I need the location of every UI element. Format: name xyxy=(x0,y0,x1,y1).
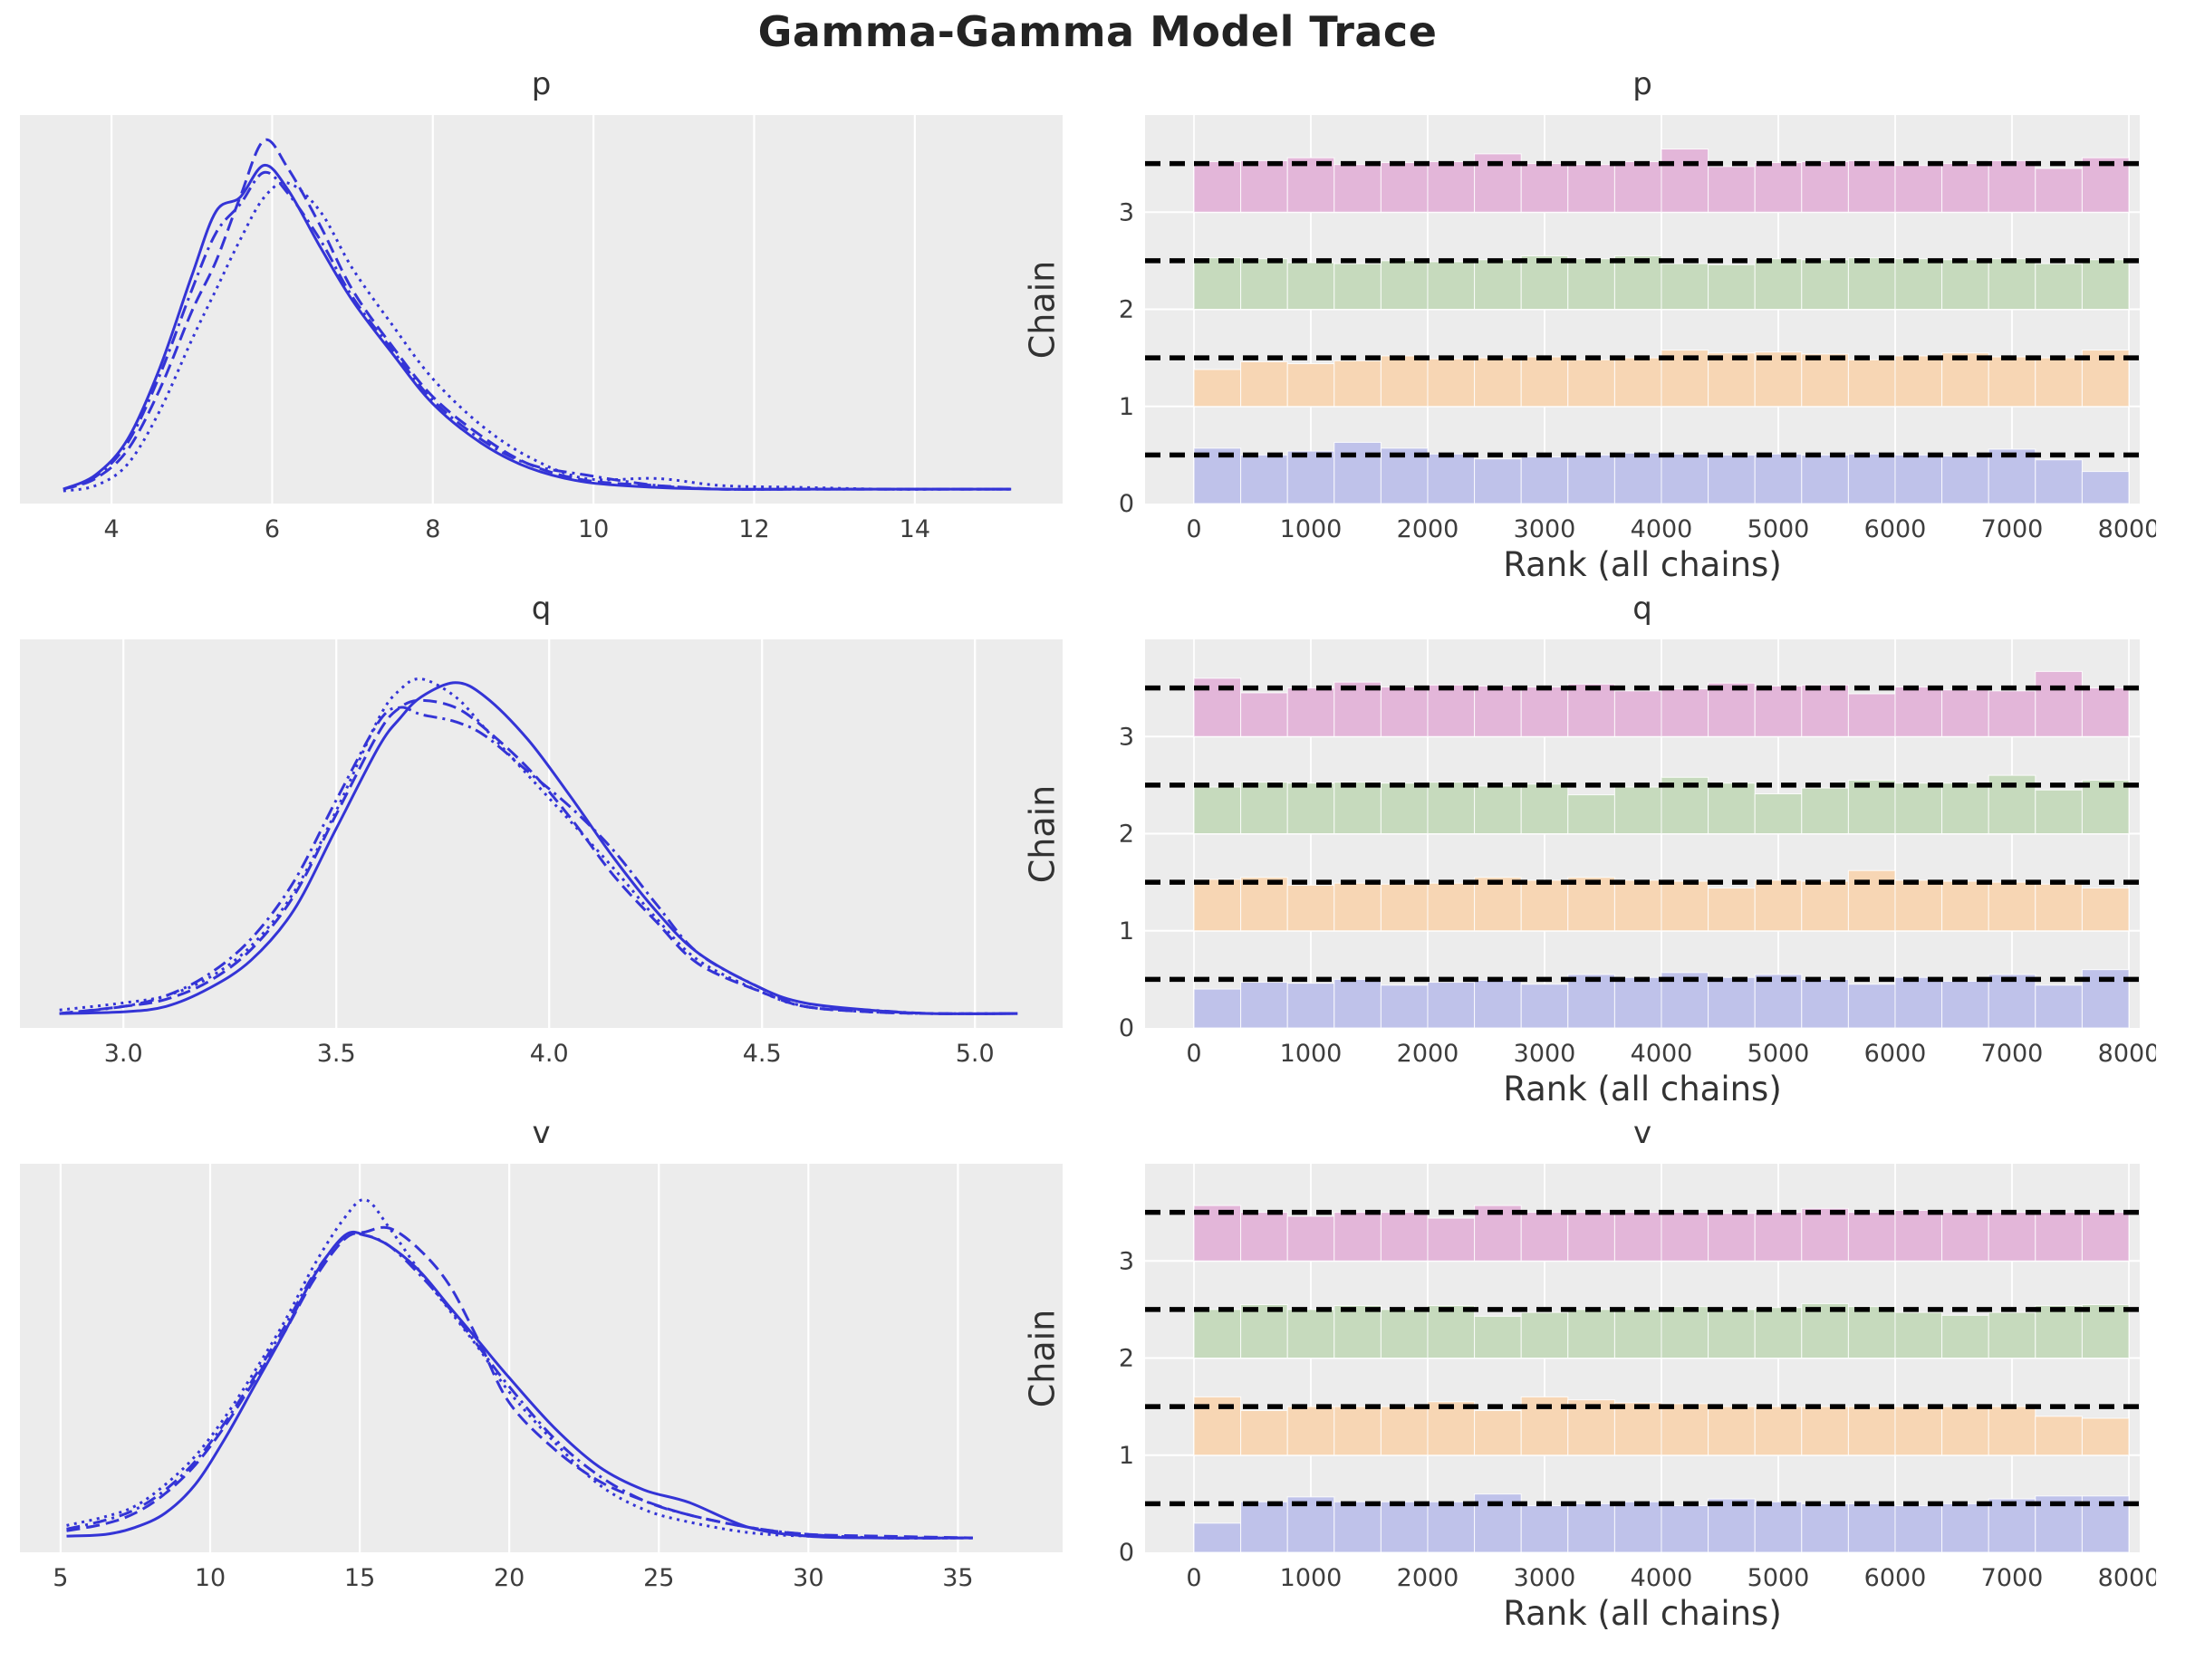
svg-text:5000: 5000 xyxy=(1747,1040,1810,1068)
density-title-q: q xyxy=(531,590,552,627)
svg-text:3000: 3000 xyxy=(1514,1040,1576,1068)
svg-text:8: 8 xyxy=(425,515,440,543)
svg-text:20: 20 xyxy=(494,1564,525,1592)
svg-text:4000: 4000 xyxy=(1631,515,1693,543)
svg-text:30: 30 xyxy=(793,1564,823,1592)
svg-text:2000: 2000 xyxy=(1397,1040,1459,1068)
svg-text:7000: 7000 xyxy=(1981,1564,2044,1592)
svg-text:3: 3 xyxy=(1119,723,1134,751)
svg-text:25: 25 xyxy=(643,1564,674,1592)
svg-text:0: 0 xyxy=(1119,490,1134,518)
svg-text:2000: 2000 xyxy=(1397,515,1459,543)
rank-xlabel-q: Rank (all chains) xyxy=(1503,1070,1782,1109)
svg-text:4000: 4000 xyxy=(1631,1564,1693,1592)
svg-text:6: 6 xyxy=(265,515,280,543)
svg-text:8000: 8000 xyxy=(2098,1564,2156,1592)
row-v: v v 5 10 15 20 25 30 35 0 1 2 3 0 1000 2000 3000 4000 5… xyxy=(0,1100,2195,1680)
density-title-v: v xyxy=(532,1115,551,1151)
svg-text:0: 0 xyxy=(1186,1564,1201,1592)
svg-text:2: 2 xyxy=(1119,1345,1134,1373)
svg-text:7000: 7000 xyxy=(1981,515,2044,543)
svg-text:15: 15 xyxy=(344,1564,375,1592)
rank-title-q: q xyxy=(1632,590,1652,627)
svg-text:2000: 2000 xyxy=(1397,1564,1459,1592)
row-p: p p 4 6 8 10 12 14 0 1 2 3 0 1000 2000 3000 4000 5000 6… xyxy=(0,52,2195,631)
rank-title-p: p xyxy=(1632,66,1652,102)
svg-text:4.5: 4.5 xyxy=(743,1040,782,1068)
svg-text:3: 3 xyxy=(1119,198,1134,226)
rank-ylabel-p: Chain xyxy=(1022,260,1063,359)
density-plot-v: 5 10 15 20 25 30 35 xyxy=(20,1164,1063,1592)
svg-text:6000: 6000 xyxy=(1864,1040,1927,1068)
rank-plot-v: 0 1 2 3 0 1000 2000 3000 4000 5000 6000 7000 8000 xyxy=(1119,1164,2156,1592)
svg-text:1: 1 xyxy=(1119,393,1134,421)
svg-text:0: 0 xyxy=(1186,1040,1201,1068)
svg-text:3: 3 xyxy=(1119,1247,1134,1275)
rank-plot-p: 0 1 2 3 0 1000 2000 3000 4000 5000 6000 7000 8000 xyxy=(1119,115,2156,543)
svg-text:0: 0 xyxy=(1119,1539,1134,1567)
svg-text:3.5: 3.5 xyxy=(317,1040,356,1068)
svg-text:7000: 7000 xyxy=(1981,1040,2044,1068)
svg-text:12: 12 xyxy=(738,515,769,543)
density-title-p: p xyxy=(531,66,552,102)
svg-text:5: 5 xyxy=(53,1564,68,1592)
svg-text:1000: 1000 xyxy=(1280,515,1343,543)
svg-text:3000: 3000 xyxy=(1514,515,1576,543)
svg-text:1000: 1000 xyxy=(1280,1040,1343,1068)
svg-text:8000: 8000 xyxy=(2098,515,2156,543)
svg-text:0: 0 xyxy=(1186,515,1201,543)
svg-text:5000: 5000 xyxy=(1747,515,1810,543)
svg-text:5000: 5000 xyxy=(1747,1564,1810,1592)
svg-text:3000: 3000 xyxy=(1514,1564,1576,1592)
rank-ylabel-v: Chain xyxy=(1022,1309,1063,1407)
svg-text:14: 14 xyxy=(900,515,930,543)
svg-text:1: 1 xyxy=(1119,1442,1134,1470)
rank-ylabel-q: Chain xyxy=(1022,784,1063,883)
svg-text:4000: 4000 xyxy=(1631,1040,1693,1068)
svg-text:2: 2 xyxy=(1119,821,1134,849)
svg-text:10: 10 xyxy=(578,515,609,543)
svg-text:1000: 1000 xyxy=(1280,1564,1343,1592)
density-plot-q: 3.0 3.5 4.0 4.5 5.0 xyxy=(20,639,1063,1068)
svg-text:1: 1 xyxy=(1119,917,1134,946)
svg-text:8000: 8000 xyxy=(2098,1040,2156,1068)
svg-text:35: 35 xyxy=(942,1564,973,1592)
svg-text:6000: 6000 xyxy=(1864,515,1927,543)
svg-text:6000: 6000 xyxy=(1864,1564,1927,1592)
rank-xlabel-p: Rank (all chains) xyxy=(1503,545,1782,584)
rank-title-v: v xyxy=(1632,1115,1652,1151)
svg-text:2: 2 xyxy=(1119,296,1134,324)
svg-text:3.0: 3.0 xyxy=(104,1040,143,1068)
rank-plot-q: 0 1 2 3 0 1000 2000 3000 4000 5000 6000 7000 8000 xyxy=(1119,639,2156,1068)
figure-title: Gamma-Gamma Model Trace xyxy=(757,7,1438,56)
svg-text:4.0: 4.0 xyxy=(530,1040,569,1068)
svg-text:0: 0 xyxy=(1119,1014,1134,1042)
density-plot-p: 4 6 8 10 12 14 xyxy=(20,115,1063,543)
rank-xlabel-v: Rank (all chains) xyxy=(1503,1594,1782,1633)
svg-text:4: 4 xyxy=(103,515,119,543)
svg-text:5.0: 5.0 xyxy=(956,1040,995,1068)
svg-text:10: 10 xyxy=(195,1564,226,1592)
row-q: q q 3.0 3.5 4.0 4.5 5.0 0 1 2 3 0 1000 2000 3000 400… xyxy=(0,576,2195,1156)
